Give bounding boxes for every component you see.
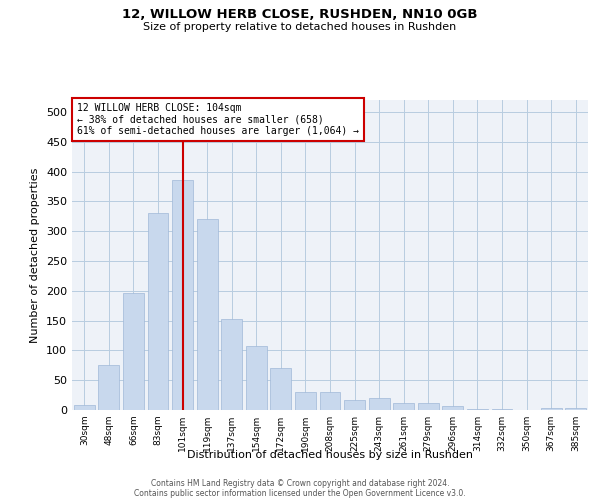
Text: 12, WILLOW HERB CLOSE, RUSHDEN, NN10 0GB: 12, WILLOW HERB CLOSE, RUSHDEN, NN10 0GB (122, 8, 478, 20)
Bar (123, 292, 144, 410)
Bar (442, 406, 463, 410)
Bar (541, 408, 562, 410)
Bar (320, 392, 340, 410)
Text: Contains public sector information licensed under the Open Government Licence v3: Contains public sector information licen… (134, 490, 466, 498)
Bar (467, 409, 488, 410)
Text: Contains HM Land Registry data © Crown copyright and database right 2024.: Contains HM Land Registry data © Crown c… (151, 478, 449, 488)
Bar (172, 180, 193, 410)
Bar (344, 400, 365, 410)
Bar (221, 320, 242, 410)
Bar (197, 219, 218, 410)
Bar (98, 366, 119, 410)
Bar (295, 392, 316, 410)
Bar (368, 398, 389, 410)
Bar (148, 214, 169, 410)
Bar (246, 346, 267, 410)
Bar (393, 404, 414, 410)
Y-axis label: Number of detached properties: Number of detached properties (31, 168, 40, 342)
Bar (565, 408, 586, 410)
Bar (271, 368, 292, 410)
Text: 12 WILLOW HERB CLOSE: 104sqm
← 38% of detached houses are smaller (658)
61% of s: 12 WILLOW HERB CLOSE: 104sqm ← 38% of de… (77, 103, 359, 136)
Bar (418, 404, 439, 410)
Bar (74, 405, 95, 410)
Text: Distribution of detached houses by size in Rushden: Distribution of detached houses by size … (187, 450, 473, 460)
Text: Size of property relative to detached houses in Rushden: Size of property relative to detached ho… (143, 22, 457, 32)
